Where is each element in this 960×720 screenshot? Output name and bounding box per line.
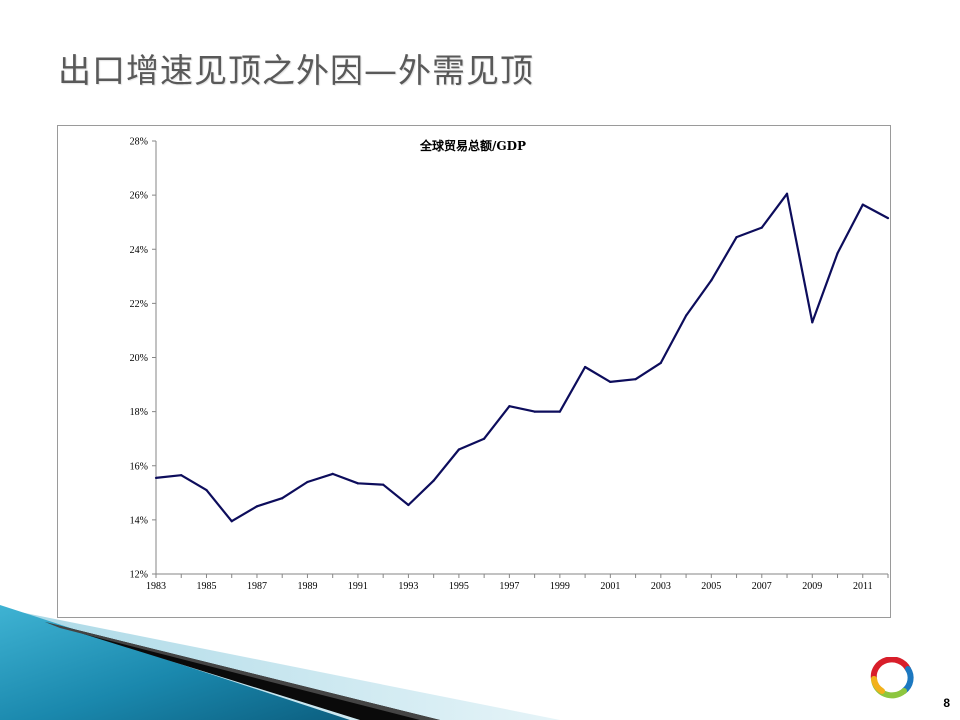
data-point xyxy=(659,361,662,365)
data-point xyxy=(382,483,385,486)
data-point xyxy=(735,235,738,239)
data-point xyxy=(230,520,233,523)
y-tick-label: 20% xyxy=(130,353,148,364)
x-tick-label: 1987 xyxy=(247,581,267,592)
x-tick-label: 1985 xyxy=(196,581,216,592)
x-tick-label: 2001 xyxy=(600,581,620,592)
x-tick-label: 2009 xyxy=(802,581,822,592)
data-point xyxy=(710,279,713,282)
data-point xyxy=(331,472,334,475)
x-tick-label: 2007 xyxy=(752,581,772,592)
chart-container: 全球贸易总额/GDP 12% 14% 16% 18% 20% 22% 24% 26% 28% 19… xyxy=(57,125,891,618)
data-point xyxy=(533,410,536,413)
data-point xyxy=(684,314,688,317)
x-tick-label: 1993 xyxy=(398,581,418,592)
company-logo xyxy=(870,657,914,699)
data-point xyxy=(811,321,814,324)
x-tick-label: 2005 xyxy=(701,581,721,592)
y-tick-label: 22% xyxy=(130,299,148,310)
y-tick-label: 24% xyxy=(130,245,148,256)
data-point xyxy=(483,437,486,440)
series-line xyxy=(155,192,889,523)
data-point xyxy=(432,479,435,482)
x-tick-label: 1983 xyxy=(146,581,166,592)
chart-title: 全球贸易总额/GDP xyxy=(419,138,526,153)
data-point xyxy=(861,203,864,206)
y-tick-label: 12% xyxy=(130,570,148,581)
y-tick-label: 16% xyxy=(130,461,148,472)
page-number: 8 xyxy=(943,696,950,710)
data-point xyxy=(457,448,460,451)
x-tick-label: 1997 xyxy=(499,581,519,592)
data-point xyxy=(356,482,360,485)
slide-title: 出口增速见顶之外因—外需见顶 xyxy=(58,51,534,90)
data-point xyxy=(836,252,839,255)
x-tick-label: 1989 xyxy=(297,581,317,592)
x-tick-label: 2003 xyxy=(651,581,671,592)
data-point xyxy=(558,410,561,413)
data-point xyxy=(407,503,410,507)
data-point xyxy=(609,380,612,383)
data-point xyxy=(785,192,789,195)
data-point xyxy=(180,474,183,477)
x-tick-label: 1991 xyxy=(348,581,368,592)
data-point xyxy=(205,489,208,492)
data-point xyxy=(508,405,511,408)
data-point xyxy=(760,226,763,229)
x-tick-label: 1999 xyxy=(550,581,570,592)
data-point xyxy=(255,505,259,508)
y-tick-label: 14% xyxy=(130,515,148,526)
x-tick-label: 2011 xyxy=(853,581,873,592)
y-tick-label: 18% xyxy=(130,407,148,418)
x-tick-label: 1995 xyxy=(449,581,469,592)
y-tick-label: 28% xyxy=(130,137,148,148)
data-point xyxy=(584,365,587,369)
data-point xyxy=(306,480,309,484)
data-point xyxy=(886,217,890,220)
line-chart: 全球贸易总额/GDP 12% 14% 16% 18% 20% 22% 24% 26% 28% 19… xyxy=(130,137,890,592)
data-point xyxy=(281,497,284,500)
data-point xyxy=(634,378,637,381)
y-tick-label: 26% xyxy=(130,191,148,202)
data-point xyxy=(154,476,158,480)
